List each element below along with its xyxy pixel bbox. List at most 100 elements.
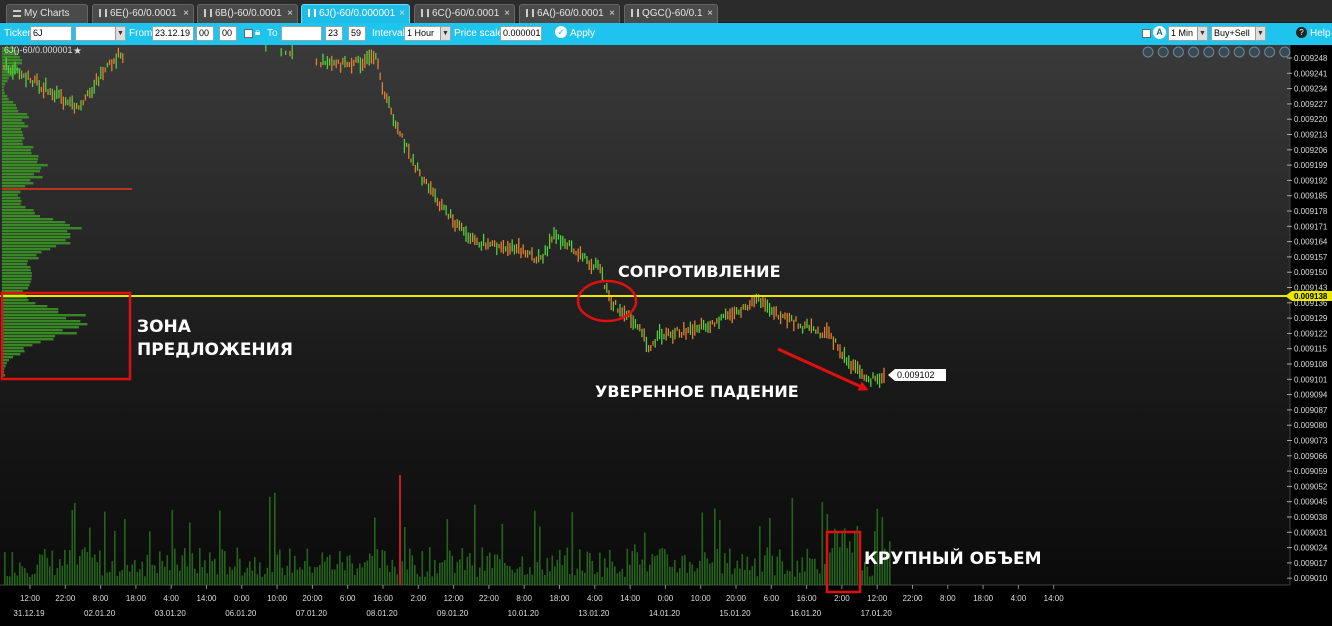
profile-bar bbox=[2, 317, 67, 320]
option-checkbox[interactable] bbox=[1142, 29, 1151, 38]
volume-bar bbox=[171, 510, 174, 585]
volume-bar bbox=[154, 565, 156, 585]
help-icon[interactable]: ? bbox=[1296, 27, 1307, 38]
tab-6b[interactable]: 6B()-60/0.0001 × bbox=[197, 4, 298, 23]
volume-bar bbox=[391, 559, 394, 585]
chart-tool-icon[interactable] bbox=[1142, 46, 1154, 58]
from-checkbox[interactable] bbox=[244, 29, 253, 38]
close-icon[interactable]: × bbox=[183, 8, 189, 19]
bar-chart-icon bbox=[421, 9, 429, 17]
volume-bar bbox=[189, 522, 191, 585]
volume-bar bbox=[531, 574, 534, 585]
close-icon[interactable]: × bbox=[399, 8, 405, 19]
profile-bar bbox=[2, 62, 22, 65]
volume-bar bbox=[136, 572, 139, 585]
tab-6a[interactable]: 6A()-60/0.0001 × bbox=[519, 4, 620, 23]
volume-bar bbox=[134, 559, 136, 585]
chart-tool-icon[interactable] bbox=[1248, 46, 1260, 58]
last-price-tag bbox=[888, 369, 946, 381]
volume-bar bbox=[354, 574, 356, 585]
time-tick-label: 22:00 bbox=[902, 594, 923, 603]
chart-tool-icon[interactable] bbox=[1203, 46, 1215, 58]
time-tick-label: 20:00 bbox=[302, 594, 323, 603]
close-icon[interactable]: × bbox=[504, 8, 510, 19]
chart-area[interactable]: 0.009248 0.009241 0.009234 0.009227 0.009220… bbox=[0, 45, 1332, 626]
volume-bar bbox=[631, 550, 634, 585]
volume-bar bbox=[244, 572, 246, 585]
profile-bar bbox=[2, 263, 28, 266]
interval-select[interactable]: 1 Hour ▼ bbox=[404, 26, 451, 41]
volume-bar bbox=[824, 564, 826, 585]
chart-tool-icon[interactable] bbox=[1279, 46, 1291, 58]
volume-bar bbox=[406, 569, 409, 585]
tab-qgc[interactable]: QGC()-60/0.1 × bbox=[624, 4, 718, 23]
volume-bar bbox=[451, 555, 454, 585]
profile-bar bbox=[2, 254, 37, 257]
volume-bar bbox=[699, 560, 701, 585]
profile-bar bbox=[2, 218, 54, 221]
price-tick-label: 0.009024 bbox=[1294, 544, 1328, 553]
profile-bar bbox=[2, 224, 70, 227]
volume-bar bbox=[626, 548, 629, 585]
from-hour-input[interactable]: 00 bbox=[196, 26, 214, 41]
chart-tool-icon[interactable] bbox=[1188, 46, 1200, 58]
volume-bar bbox=[91, 557, 94, 585]
tab-label: QGC()-60/0.1 bbox=[642, 8, 703, 19]
volume-bar bbox=[104, 511, 106, 585]
tab-6j[interactable]: 6J()-60/0.000001 × bbox=[301, 4, 410, 23]
chart-background bbox=[0, 45, 1290, 626]
price-tick-label: 0.009045 bbox=[1294, 498, 1328, 507]
mode-select[interactable]: Buy+Sell ▼ bbox=[1211, 26, 1266, 41]
time-tick-label: 18:00 bbox=[126, 594, 147, 603]
volume-bar bbox=[676, 572, 679, 585]
chart-tool-icon[interactable] bbox=[1233, 46, 1245, 58]
volume-bar bbox=[341, 562, 344, 585]
auto-icon[interactable]: A bbox=[1153, 26, 1166, 39]
to-hour-input[interactable]: 23 bbox=[325, 26, 343, 41]
volume-bar bbox=[646, 571, 649, 585]
date-tick-label: 15.01.20 bbox=[719, 609, 751, 618]
volume-bar bbox=[409, 548, 411, 585]
profile-bar bbox=[2, 194, 18, 197]
date-tick-label: 03.01.20 bbox=[155, 609, 187, 618]
ticker-input[interactable]: 6J bbox=[30, 26, 72, 41]
chart-tool-icon[interactable] bbox=[1264, 46, 1276, 58]
time-tick-label: 8:00 bbox=[93, 594, 109, 603]
tab-6c[interactable]: 6C()-60/0.0001 × bbox=[414, 4, 515, 23]
chart-tool-icon[interactable] bbox=[1172, 46, 1184, 58]
apply-check-icon[interactable]: ✓ bbox=[555, 26, 567, 38]
profile-bar bbox=[2, 326, 79, 329]
volume-bar bbox=[326, 556, 329, 585]
tab-6e[interactable]: 6E()-60/0.0001 × bbox=[92, 4, 194, 23]
lock-icon[interactable]: 🔒︎ bbox=[255, 27, 261, 38]
volume-bar bbox=[116, 575, 119, 585]
large-volume-annotation: КРУПНЫЙ ОБЪЕМ bbox=[864, 549, 1042, 569]
price-chart[interactable]: 0.009248 0.009241 0.009234 0.009227 0.009220… bbox=[0, 45, 1332, 626]
volume-bar bbox=[456, 561, 459, 585]
volume-bar bbox=[551, 555, 554, 585]
volume-bar bbox=[584, 572, 586, 585]
volume-bar bbox=[666, 554, 669, 585]
volume-bar bbox=[331, 569, 334, 585]
volume-bar bbox=[131, 564, 134, 585]
volume-bar bbox=[739, 568, 741, 585]
ticker-select[interactable]: ▼ bbox=[75, 26, 126, 41]
profile-bar bbox=[2, 311, 59, 314]
to-date-input[interactable] bbox=[281, 26, 322, 41]
tab-my-charts[interactable]: My Charts bbox=[6, 4, 88, 23]
chart-tool-icon[interactable] bbox=[1218, 46, 1230, 58]
timeframe-select[interactable]: 1 Min ▼ bbox=[1168, 26, 1208, 41]
close-icon[interactable]: × bbox=[609, 8, 615, 19]
chart-tool-icon[interactable] bbox=[1157, 46, 1169, 58]
from-minute-input[interactable]: 00 bbox=[219, 26, 237, 41]
help-link[interactable]: Help bbox=[1310, 28, 1331, 39]
close-icon[interactable]: × bbox=[287, 8, 293, 19]
volume-bar bbox=[691, 564, 694, 585]
price-scale-input[interactable]: 0.000001 bbox=[500, 26, 542, 41]
to-minute-input[interactable]: 59 bbox=[348, 26, 366, 41]
apply-button[interactable]: Apply bbox=[570, 28, 596, 39]
from-date-input[interactable]: 23.12.19 bbox=[152, 26, 194, 41]
close-icon[interactable]: × bbox=[707, 8, 713, 19]
star-icon[interactable]: ★ bbox=[73, 46, 82, 57]
profile-bar bbox=[2, 323, 88, 326]
